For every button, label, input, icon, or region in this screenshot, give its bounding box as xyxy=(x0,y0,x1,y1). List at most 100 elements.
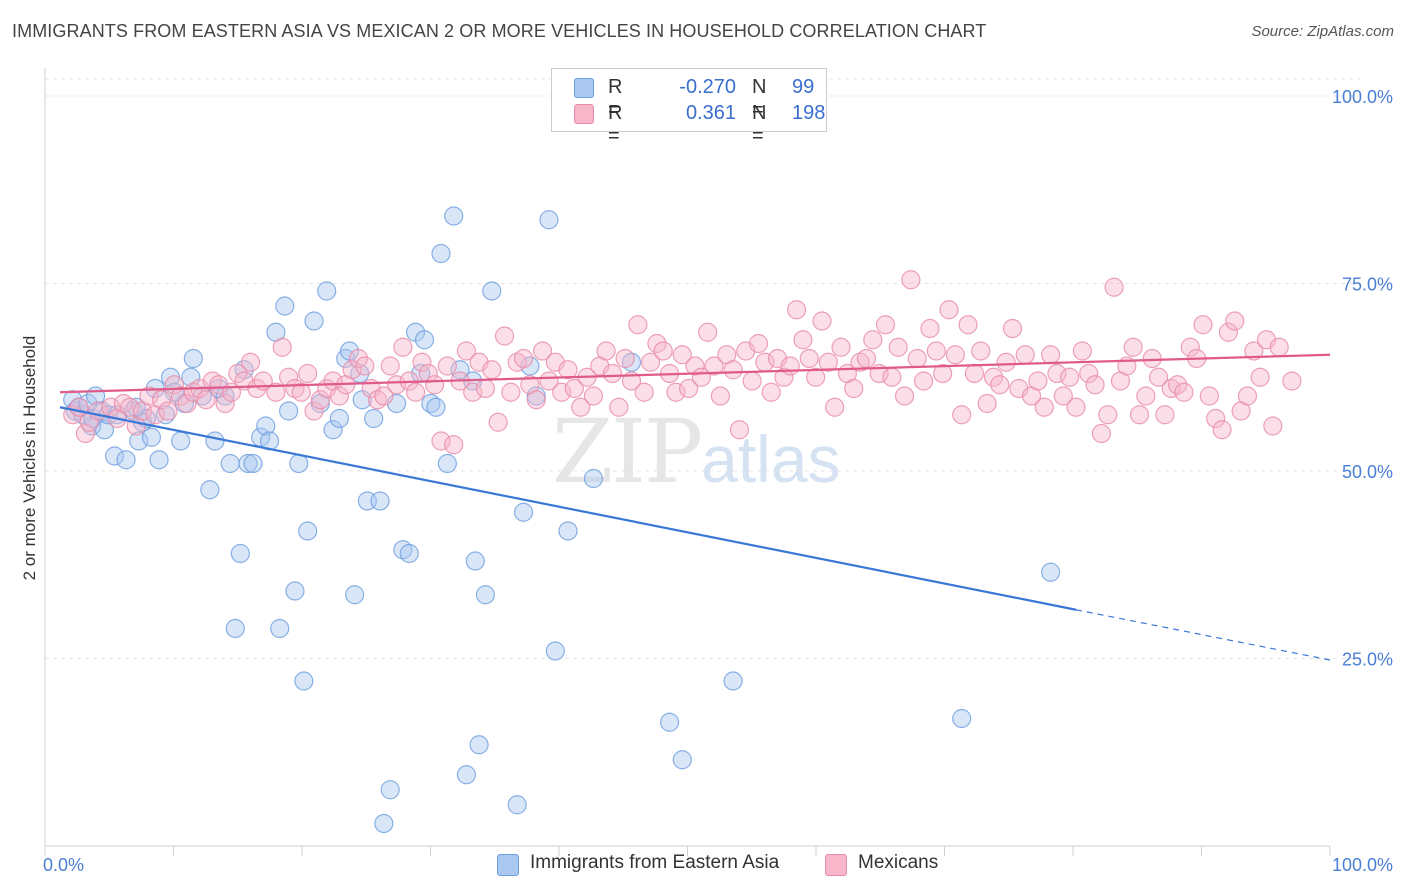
trendline-eastern-asia-extension xyxy=(1075,609,1331,661)
data-point-eastern-asia xyxy=(421,393,441,414)
data-point-eastern-asia xyxy=(545,641,565,661)
source-label: Source: ZipAtlas.com xyxy=(1251,23,1394,40)
data-point-mexicans xyxy=(920,318,940,339)
data-point-mexicans xyxy=(425,375,445,395)
data-point-mexicans xyxy=(298,363,318,384)
data-point-mexicans xyxy=(894,386,915,406)
data-point-mexicans xyxy=(558,360,578,380)
data-point-mexicans xyxy=(1072,341,1092,361)
data-point-mexicans xyxy=(196,390,216,410)
data-point-mexicans xyxy=(748,333,769,354)
data-point-mexicans xyxy=(964,363,985,384)
data-point-mexicans xyxy=(228,363,248,384)
data-point-mexicans xyxy=(1142,348,1162,369)
data-point-eastern-asia xyxy=(539,210,559,230)
data-point-mexicans xyxy=(1199,386,1219,406)
trendline-mexicans xyxy=(59,353,1331,394)
data-point-mexicans xyxy=(240,352,261,372)
data-point-eastern-asia xyxy=(129,431,149,451)
data-point-mexicans xyxy=(698,322,718,342)
data-point-mexicans xyxy=(983,367,1004,387)
data-point-eastern-asia xyxy=(558,521,578,541)
data-point-eastern-asia xyxy=(94,420,115,440)
data-point-mexicans xyxy=(742,371,762,391)
data-point-eastern-asia xyxy=(456,765,476,785)
data-point-mexicans xyxy=(679,378,699,399)
data-point-mexicans xyxy=(933,363,953,384)
data-point-mexicans xyxy=(1212,420,1232,440)
data-point-mexicans xyxy=(1040,345,1061,365)
data-point-mexicans xyxy=(1218,322,1239,342)
data-point-mexicans xyxy=(437,356,457,376)
data-point-mexicans xyxy=(482,360,502,380)
x-tick-label: 100.0% xyxy=(1332,855,1393,875)
chart-title: IMMIGRANTS FROM EASTERN ASIA VS MEXICAN … xyxy=(12,21,987,41)
legend-n-label: N = xyxy=(752,76,767,121)
data-point-mexicans xyxy=(812,311,832,331)
data-point-eastern-asia xyxy=(469,735,489,755)
data-point-mexicans xyxy=(729,420,750,440)
data-point-mexicans xyxy=(1148,367,1169,387)
data-point-eastern-asia xyxy=(243,453,263,474)
data-point-eastern-asia xyxy=(149,450,169,470)
data-point-eastern-asia xyxy=(507,795,527,815)
y-tick-label: 25.0% xyxy=(1342,650,1393,670)
correlation-legend: R = -0.270 N = 99 R = 0.361 N = 198 xyxy=(551,68,827,147)
data-point-mexicans xyxy=(463,382,483,402)
data-point-eastern-asia xyxy=(1040,562,1061,582)
data-point-mexicans xyxy=(634,382,654,402)
data-point-mexicans xyxy=(774,367,794,387)
legend-swatch-eastern-asia xyxy=(574,78,594,98)
x-tick-label: 0.0% xyxy=(43,855,84,875)
data-point-mexicans xyxy=(825,397,845,417)
legend-label-eastern-asia: Immigrants from Eastern Asia xyxy=(530,852,780,873)
data-point-mexicans xyxy=(1098,405,1118,425)
legend-r-label: R = xyxy=(608,76,623,121)
data-point-mexicans xyxy=(1282,371,1302,391)
data-point-mexicans xyxy=(945,345,965,365)
data-point-mexicans xyxy=(786,300,807,320)
data-point-mexicans xyxy=(806,367,826,387)
data-point-mexicans xyxy=(628,315,648,335)
data-point-mexicans xyxy=(374,386,394,406)
data-point-mexicans xyxy=(1167,375,1188,395)
data-point-eastern-asia xyxy=(183,348,203,369)
data-point-eastern-asia xyxy=(437,453,457,474)
data-point-mexicans xyxy=(152,390,172,410)
data-point-eastern-asia xyxy=(672,750,692,770)
data-point-mexicans xyxy=(501,382,521,402)
y-tick-label: 75.0% xyxy=(1342,275,1393,295)
legend-n-value: 198 xyxy=(792,102,826,124)
data-point-mexicans xyxy=(907,348,927,369)
data-point-eastern-asia xyxy=(220,453,240,474)
data-point-mexicans xyxy=(1225,311,1245,331)
y-tick-label: 50.0% xyxy=(1342,462,1393,482)
data-point-eastern-asia xyxy=(323,420,343,440)
data-point-eastern-asia xyxy=(380,780,400,800)
legend-n-value: 99 xyxy=(792,76,815,98)
data-point-eastern-asia xyxy=(659,712,680,732)
data-point-mexicans xyxy=(75,423,96,444)
data-point-mexicans xyxy=(329,386,349,406)
data-point-mexicans xyxy=(1104,277,1124,297)
data-point-mexicans xyxy=(1155,405,1175,425)
data-point-mexicans xyxy=(996,352,1016,372)
data-point-eastern-asia xyxy=(329,408,349,429)
data-point-mexicans xyxy=(1066,397,1086,417)
data-point-mexicans xyxy=(342,360,362,380)
data-point-mexicans xyxy=(266,382,286,402)
data-point-eastern-asia xyxy=(205,431,225,451)
data-point-mexicans xyxy=(304,401,324,421)
data-point-mexicans xyxy=(926,341,946,361)
data-point-mexicans xyxy=(723,360,743,380)
data-point-eastern-asia xyxy=(285,581,305,601)
data-point-mexicans xyxy=(215,393,235,414)
data-point-mexicans xyxy=(444,435,464,455)
data-point-mexicans xyxy=(380,356,400,376)
data-point-mexicans xyxy=(958,315,978,335)
data-point-mexicans xyxy=(844,378,864,399)
data-point-mexicans xyxy=(139,386,159,406)
data-point-mexicans xyxy=(158,401,178,421)
data-point-mexicans xyxy=(1269,337,1289,357)
